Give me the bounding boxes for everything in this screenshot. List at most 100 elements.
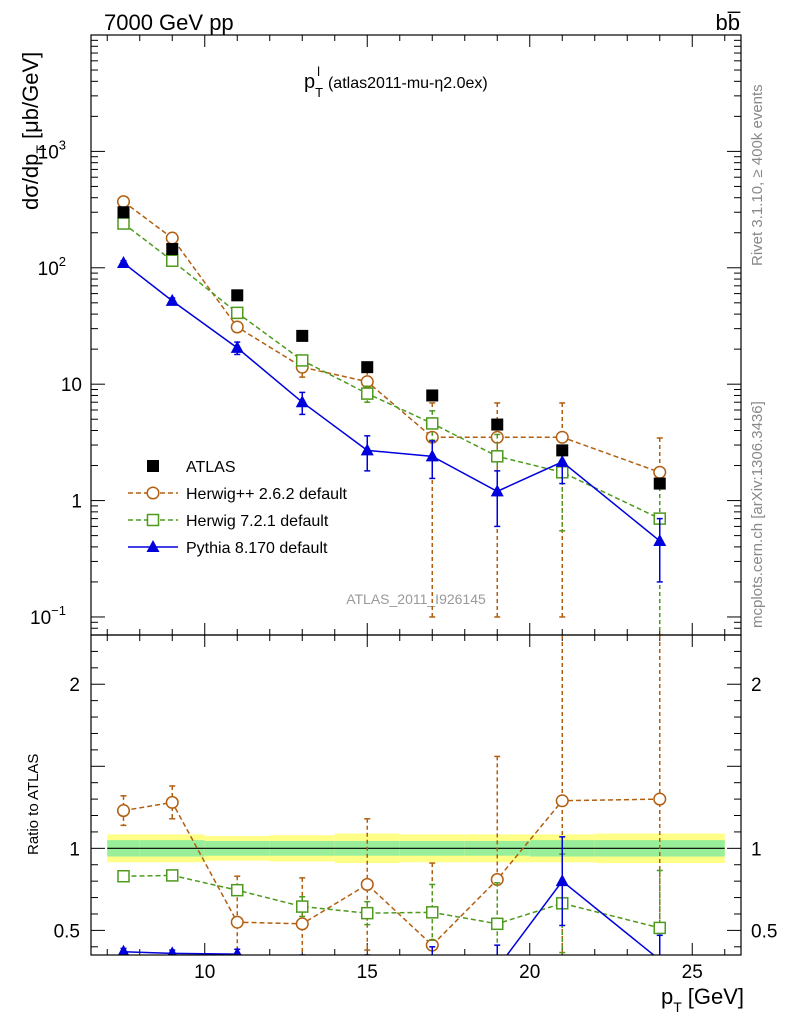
plot-title: pTl(atlas2011-mu-η2.0ex) — [304, 64, 488, 100]
x-tick-label: 20 — [519, 962, 540, 983]
ratio-point — [117, 869, 130, 883]
series-pythia-8-170-default — [117, 255, 667, 583]
y-tick-label: 10−1 — [30, 603, 66, 629]
series-herwig-7-2-1-default — [117, 217, 666, 635]
x-tick-label: 15 — [357, 962, 378, 983]
ratio-point — [426, 956, 439, 968]
ratio-point — [167, 946, 177, 955]
data-point — [653, 477, 666, 490]
data-point — [555, 454, 569, 467]
main-series-layer — [116, 195, 667, 635]
y-tick-label: 10 — [61, 375, 82, 396]
legend-label: Herwig 7.2.1 default — [186, 513, 329, 530]
data-point — [555, 430, 569, 444]
ratio-point — [555, 874, 569, 887]
ratio-tick-label-right: 0.5 — [751, 921, 777, 942]
data-point — [490, 484, 504, 497]
y-tick-label: 103 — [38, 137, 66, 163]
data-point — [556, 444, 569, 457]
ratio-y-axis-label: Ratio to ATLAS — [25, 754, 42, 855]
ratio-uncertainty-band — [107, 833, 725, 864]
ratio-series-herwig-7-2-1-default — [117, 853, 666, 955]
ratio-series-herwig-2-6-2-default — [116, 635, 667, 955]
x-tick-label: 25 — [682, 962, 703, 983]
data-point — [491, 450, 504, 463]
data-point — [491, 418, 504, 431]
energy-label: 7000 GeV pp — [104, 10, 234, 35]
y-tick-label: 1 — [71, 492, 82, 513]
ratio-panel-frame — [90, 634, 742, 956]
data-point — [117, 217, 130, 230]
legend-label: Pythia 8.170 default — [186, 540, 328, 557]
data-point — [117, 206, 130, 219]
data-point — [361, 361, 374, 374]
ratio-point — [295, 917, 309, 931]
legend-marker — [147, 460, 159, 472]
y-axis-label: dσ/dpT[μb/GeV] — [18, 52, 49, 210]
legend-marker — [146, 513, 160, 527]
data-point — [230, 340, 244, 353]
data-point — [296, 329, 309, 342]
ratio-series-pythia-8-170-default — [117, 836, 663, 973]
mcplots-label: mcplots.cern.ch [arXiv:1306.3436] — [749, 401, 766, 628]
legend-marker — [146, 540, 160, 552]
legend-label: Herwig++ 2.6.2 default — [186, 486, 348, 503]
ratio-point — [426, 906, 439, 919]
series-atlas — [117, 206, 666, 490]
ratio-line — [123, 874, 660, 929]
legend: ATLAS Herwig++ 2.6.2 default Herwig 7.2.1 … — [128, 459, 348, 557]
data-point — [426, 417, 439, 430]
ratio-tick-label-right: 1 — [751, 839, 762, 860]
ratio-point — [491, 917, 504, 931]
ratio-line — [123, 880, 655, 955]
process-label: bb̅ — [716, 10, 741, 35]
data-point — [296, 354, 309, 367]
data-point — [426, 389, 439, 402]
legend-entry: Herwig++ 2.6.2 default — [128, 486, 348, 503]
ratio-point — [166, 869, 179, 882]
ratio-tick-label: 1 — [69, 839, 80, 860]
data-point — [653, 533, 667, 546]
data-point — [360, 443, 374, 456]
ratio-axes: 10 15 20 25 0.5 0.5 1 1 2 2 — [54, 635, 777, 983]
legend-entry: Herwig 7.2.1 default — [128, 513, 329, 530]
ratio-point — [233, 947, 242, 955]
ratio-tick-label-right: 2 — [751, 675, 762, 696]
legend-label: ATLAS — [186, 459, 236, 476]
ratio-point — [653, 792, 667, 806]
ratio-point — [231, 883, 244, 897]
ratio-point — [117, 944, 130, 955]
ratio-point — [361, 906, 374, 920]
data-point — [166, 254, 179, 267]
main-axes: 10−1 1 10 102 103 — [30, 34, 741, 636]
ratio-point — [653, 921, 666, 935]
legend-entry: ATLAS — [147, 459, 236, 476]
rivet-version-label: Rivet 3.1.10, ≥ 400k events — [749, 84, 766, 266]
data-point — [425, 449, 439, 462]
series-line — [123, 201, 661, 473]
data-point — [166, 243, 179, 256]
legend-marker — [146, 486, 160, 500]
legend-entry: Pythia 8.170 default — [128, 540, 328, 557]
y-tick-label: 102 — [38, 254, 66, 280]
ratio-point — [296, 961, 309, 973]
ratio-point — [555, 794, 569, 808]
ratio-point — [230, 915, 244, 929]
x-axis-label: pT [GeV] — [661, 984, 744, 1015]
data-point — [361, 387, 374, 400]
data-point — [231, 306, 244, 320]
analysis-watermark: ATLAS_2011_I926145 — [346, 591, 486, 607]
x-tick-label: 10 — [194, 962, 215, 983]
ratio-series-layer — [116, 635, 667, 973]
data-point — [231, 289, 244, 302]
ratio-point — [296, 900, 309, 913]
data-point — [116, 195, 131, 209]
data-point — [295, 395, 309, 408]
data-point — [653, 465, 667, 479]
ratio-tick-label: 0.5 — [54, 921, 80, 942]
ratio-tick-label: 2 — [69, 675, 80, 696]
ratio-point — [165, 795, 179, 809]
ratio-point — [116, 804, 131, 818]
ratio-point — [491, 961, 504, 973]
